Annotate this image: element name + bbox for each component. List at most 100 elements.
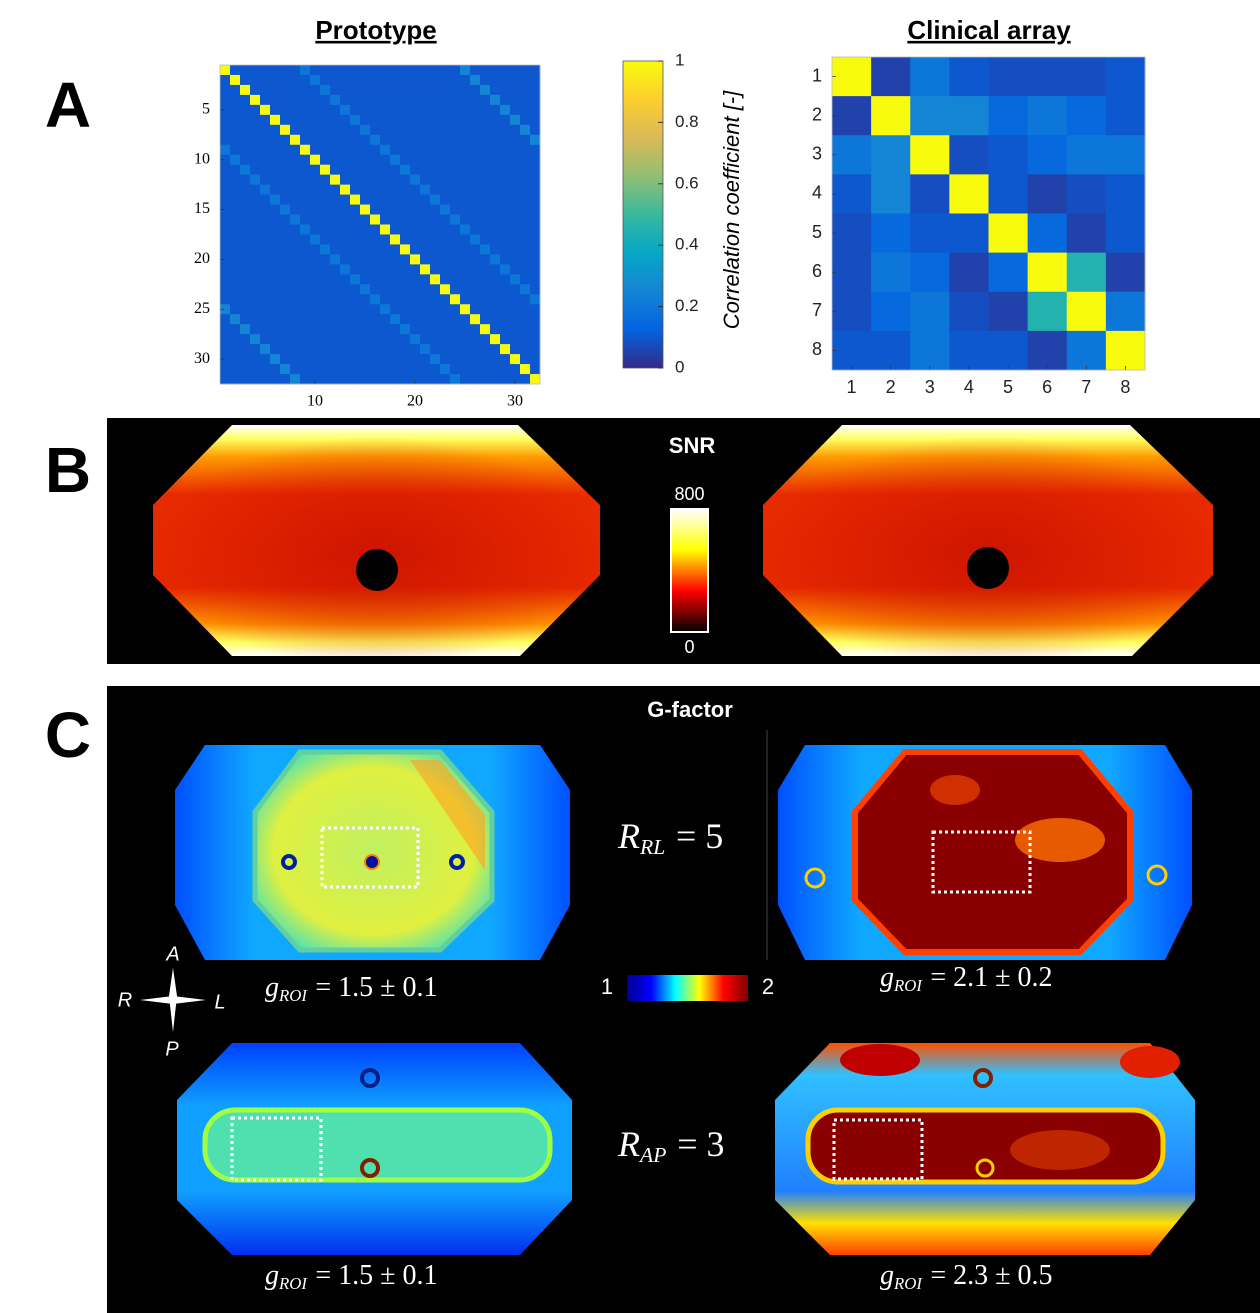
heatmap-cell bbox=[250, 154, 261, 166]
y-tick-label: 2 bbox=[812, 104, 822, 124]
heatmap-cell bbox=[470, 114, 481, 126]
heatmap-cell bbox=[360, 304, 371, 315]
heatmap-cell bbox=[320, 114, 331, 126]
heatmap-cell bbox=[260, 74, 271, 86]
heatmap-cell bbox=[1105, 57, 1146, 97]
heatmap-cell bbox=[520, 94, 531, 106]
y-tick-label: 15 bbox=[194, 200, 210, 217]
heatmap-cell bbox=[949, 330, 989, 371]
heatmap-cell bbox=[280, 354, 291, 365]
heatmap-cell bbox=[230, 74, 241, 86]
heatmap-cell bbox=[280, 204, 291, 215]
colorbar-tick-label: 0.6 bbox=[675, 173, 699, 192]
heatmap-cell bbox=[250, 234, 261, 245]
heatmap-cell bbox=[460, 264, 471, 275]
heatmap-cell bbox=[450, 134, 461, 146]
colorbar-tick-label: 800 bbox=[674, 484, 704, 504]
heatmap-cell bbox=[320, 194, 331, 205]
heatmap-cell bbox=[240, 374, 251, 385]
heatmap-cell bbox=[530, 114, 541, 126]
heatmap-cell bbox=[340, 334, 351, 345]
heatmap-cell bbox=[280, 194, 291, 205]
heatmap-cell bbox=[340, 224, 351, 235]
heatmap-cell bbox=[530, 184, 541, 195]
heatmap-cell bbox=[450, 264, 461, 275]
heatmap-cell bbox=[400, 234, 411, 245]
heatmap-cell bbox=[1105, 96, 1146, 136]
heatmap-cell bbox=[470, 244, 481, 255]
heatmap-cell bbox=[430, 94, 441, 106]
heatmap-cell bbox=[450, 84, 461, 96]
y-tick-label: 5 bbox=[202, 101, 210, 118]
heatmap-cell bbox=[390, 324, 401, 335]
heatmap-cell bbox=[250, 214, 261, 225]
heatmap-cell bbox=[320, 304, 331, 315]
heatmap-cell bbox=[460, 344, 471, 355]
colorbar bbox=[627, 975, 748, 1001]
heatmap-cell bbox=[240, 194, 251, 205]
heatmap-cell bbox=[310, 65, 321, 76]
heatmap-cell bbox=[390, 194, 401, 205]
heatmap-cell bbox=[350, 264, 361, 275]
x-tick-label: 5 bbox=[1003, 377, 1013, 397]
heatmap-cell bbox=[988, 135, 1029, 175]
heatmap-cell bbox=[240, 65, 251, 76]
heatmap-cell bbox=[470, 224, 481, 235]
heatmap-cell bbox=[290, 274, 301, 285]
heatmap-cell bbox=[290, 94, 301, 106]
heatmap-cell bbox=[410, 154, 421, 166]
heatmap-cell bbox=[510, 244, 521, 255]
heatmap-cell bbox=[430, 224, 441, 235]
heatmap-cell bbox=[440, 114, 451, 126]
heatmap-cell bbox=[340, 234, 351, 245]
heatmap-cell bbox=[430, 84, 441, 96]
heatmap-cell bbox=[370, 94, 381, 106]
heatmap-cell bbox=[310, 114, 321, 126]
heatmap-cell bbox=[350, 374, 361, 385]
heatmap-cell bbox=[240, 294, 251, 305]
heatmap-cell bbox=[410, 294, 421, 305]
heatmap-cell bbox=[280, 314, 291, 325]
subscript: ROI bbox=[278, 1274, 308, 1293]
heatmap-cell bbox=[270, 224, 281, 235]
heatmap-cell bbox=[350, 184, 361, 195]
heatmap-cell bbox=[500, 324, 511, 335]
colorbar-tick-label: 0.2 bbox=[675, 296, 699, 315]
heatmap-cell bbox=[480, 214, 491, 225]
heatmap-cell bbox=[390, 234, 401, 245]
heatmap-cell bbox=[220, 344, 231, 355]
heatmap-cell bbox=[500, 164, 511, 176]
heatmap-cell bbox=[300, 254, 311, 265]
heatmap-cell bbox=[420, 174, 431, 186]
heatmap-cell bbox=[270, 334, 281, 345]
heatmap-cell bbox=[260, 144, 271, 156]
heatmap-cell bbox=[490, 65, 501, 76]
heatmap-cell bbox=[500, 124, 511, 136]
heatmap-cell bbox=[230, 344, 241, 355]
heatmap-cell bbox=[520, 374, 531, 385]
heatmap-cell bbox=[270, 314, 281, 325]
heatmap-cell bbox=[360, 364, 371, 375]
heatmap-cell bbox=[280, 214, 291, 225]
heatmap-cell bbox=[988, 252, 1029, 293]
heatmap-cell bbox=[520, 324, 531, 335]
heatmap-cell bbox=[230, 65, 241, 76]
heatmap-cell bbox=[480, 224, 491, 235]
heatmap-cell bbox=[450, 194, 461, 205]
heatmap-cell bbox=[871, 213, 911, 254]
heatmap-cell bbox=[500, 184, 511, 195]
heatmap-cell bbox=[250, 354, 261, 365]
heatmap-cell bbox=[370, 184, 381, 195]
heatmap-cell bbox=[510, 194, 521, 205]
heatmap-cell bbox=[290, 264, 301, 275]
subscript: ROI bbox=[893, 976, 923, 995]
heatmap-cell bbox=[480, 234, 491, 245]
heatmap-cell bbox=[330, 124, 341, 136]
heatmap-cell bbox=[832, 57, 872, 97]
heatmap-cell bbox=[370, 204, 381, 215]
symbol: g bbox=[265, 972, 279, 1003]
panel-letter: B bbox=[45, 434, 91, 506]
heatmap-cell bbox=[290, 74, 301, 86]
heatmap-cell bbox=[250, 94, 261, 106]
heatmap-cell bbox=[440, 84, 451, 96]
